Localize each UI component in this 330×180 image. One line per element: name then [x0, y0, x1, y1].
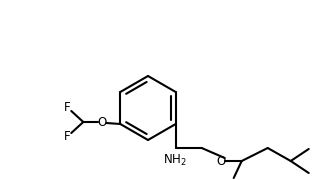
- Text: NH$_2$: NH$_2$: [163, 153, 187, 168]
- Text: F: F: [64, 130, 71, 143]
- Text: O: O: [98, 116, 107, 129]
- Text: F: F: [64, 100, 71, 114]
- Text: O: O: [216, 154, 225, 168]
